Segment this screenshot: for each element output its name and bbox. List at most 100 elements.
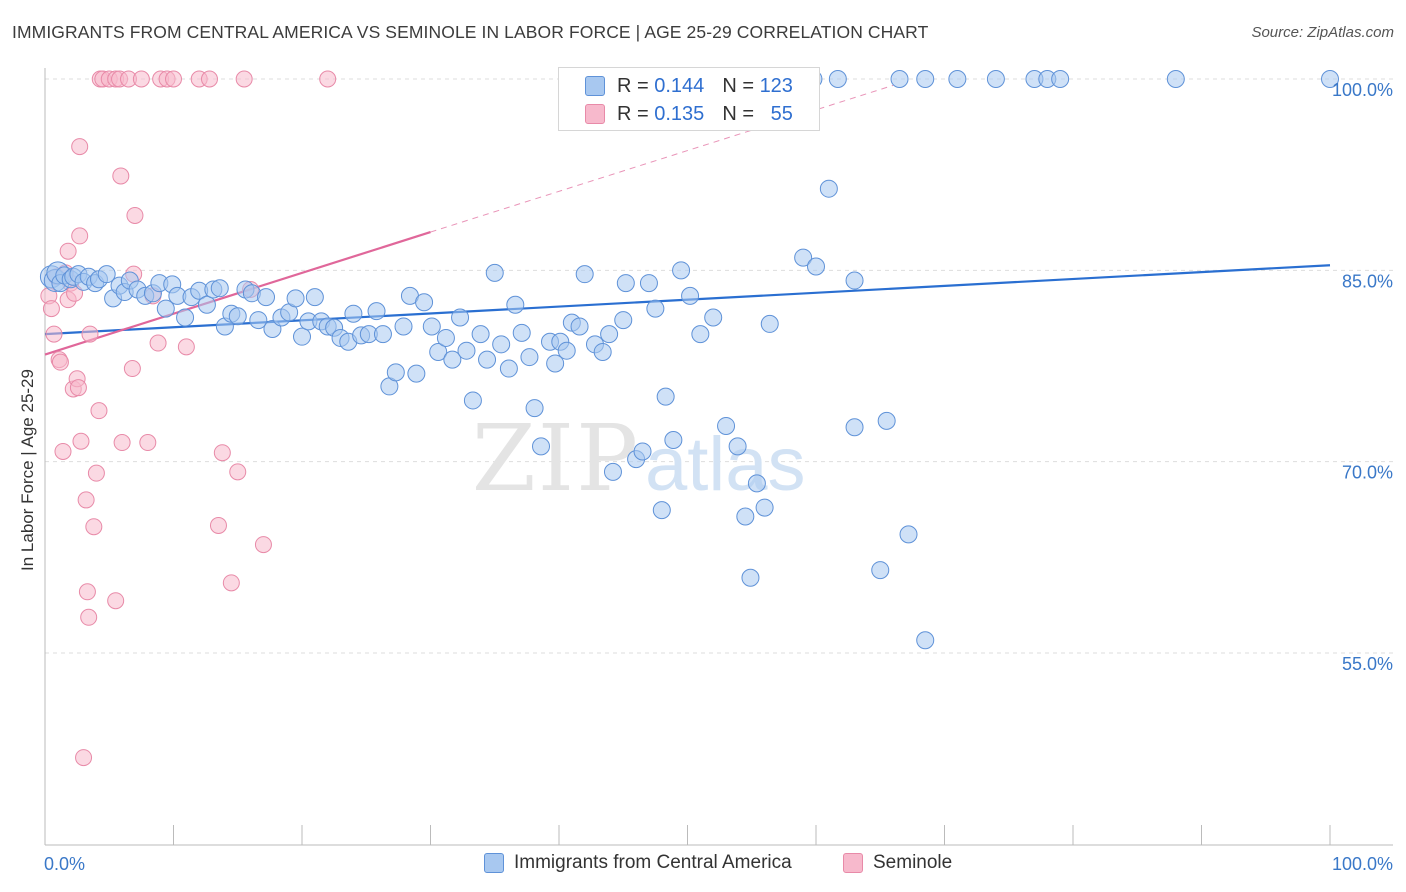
seminole-point: [85, 518, 103, 536]
central-america-point: [614, 311, 633, 330]
legend-n-label: N =: [722, 74, 754, 97]
central-america-point: [344, 304, 363, 323]
legend-item-central-america: Immigrants from Central America: [484, 852, 792, 874]
seminole-point: [113, 434, 131, 452]
seminole-point: [235, 70, 253, 88]
seminole-point: [126, 206, 144, 224]
y-tick-label: 100.0%: [1332, 80, 1393, 100]
central-america-point: [512, 323, 531, 342]
legend-label-central-america: Immigrants from Central America: [514, 852, 792, 873]
central-america-point: [422, 317, 441, 336]
legend-label-seminole: Seminole: [873, 852, 953, 873]
seminole-point: [42, 300, 60, 318]
legend-swatch-pink: [585, 104, 605, 124]
x-tick-label: 0.0%: [44, 854, 85, 874]
central-america-point: [386, 363, 405, 382]
legend-row-central-america: R = 0.144 N = 123: [585, 74, 793, 98]
central-america-point: [672, 261, 691, 280]
central-america-point: [1321, 70, 1339, 88]
central-america-point: [457, 341, 476, 360]
seminole-point: [80, 608, 98, 626]
seminole-point: [200, 70, 218, 88]
seminole-point: [54, 442, 72, 460]
central-america-point: [228, 307, 247, 326]
central-america-point: [794, 248, 813, 267]
seminole-point: [69, 379, 87, 397]
stats-legend: R = 0.144 N = 123 R = 0.135 N = 55: [558, 67, 820, 131]
central-america-point: [828, 70, 847, 88]
seminole-point: [222, 574, 240, 592]
central-america-point: [1051, 70, 1070, 88]
central-america-point: [819, 179, 838, 198]
central-america-point: [471, 325, 490, 344]
seminole-point: [139, 434, 157, 452]
central-america-point: [478, 350, 497, 369]
y-tick-label: 85.0%: [1342, 271, 1393, 291]
legend-r-label: R =: [617, 74, 649, 97]
central-america-point: [463, 391, 482, 410]
legend-swatch-blue: [585, 76, 605, 96]
seminole-point: [75, 749, 93, 767]
seminole-point: [90, 402, 108, 420]
central-america-point: [633, 442, 652, 461]
central-america-point: [616, 274, 635, 293]
seminole-point: [177, 338, 195, 356]
series-legend: Immigrants from Central America Seminole: [0, 852, 1406, 876]
seminole-points: [40, 70, 337, 767]
seminole-point: [77, 491, 95, 509]
central-america-point: [986, 70, 1005, 88]
central-america-point: [845, 418, 864, 437]
central-america-point: [877, 411, 896, 430]
legend-r-value: 0.135: [654, 102, 705, 125]
source-credit: Source: ZipAtlas.com: [1251, 24, 1394, 41]
central-america-point: [1166, 70, 1185, 88]
central-america-point: [717, 416, 736, 435]
watermark: ZIP atlas: [472, 405, 806, 512]
central-america-point: [305, 288, 324, 307]
central-america-point: [286, 289, 305, 308]
central-america-point: [639, 274, 658, 293]
legend-r-value: 0.144: [654, 74, 705, 97]
seminole-trend-extension: [430, 84, 894, 233]
seminole-point: [123, 360, 141, 378]
central-america-point: [741, 568, 760, 587]
central-america-point: [506, 295, 525, 314]
y-tick-label: 70.0%: [1342, 463, 1393, 483]
central-america-point: [367, 302, 386, 321]
y-axis-label: In Labor Force | Age 25-29: [18, 369, 37, 571]
central-america-point: [443, 350, 462, 369]
central-america-point: [436, 328, 455, 347]
seminole-point: [149, 334, 167, 352]
central-america-point: [681, 286, 700, 305]
chart-title: IMMIGRANTS FROM CENTRAL AMERICA VS SEMIN…: [12, 22, 929, 42]
central-america-point: [760, 314, 779, 333]
seminole-point: [213, 444, 231, 462]
legend-item-seminole: Seminole: [843, 852, 952, 874]
central-america-point: [916, 70, 935, 88]
watermark-zip: ZIP: [472, 405, 640, 512]
central-america-point: [646, 299, 665, 318]
seminole-point: [319, 70, 337, 88]
x-tick-label: 100.0%: [1332, 854, 1393, 874]
central-america-point: [664, 430, 683, 449]
central-america-point: [557, 341, 576, 360]
central-america-point: [176, 308, 195, 327]
central-america-point: [293, 327, 311, 346]
seminole-point: [45, 325, 63, 343]
central-america-point: [525, 399, 544, 418]
seminole-point: [112, 167, 130, 185]
central-america-point: [575, 265, 594, 284]
central-america-point: [257, 288, 276, 307]
central-america-point: [415, 293, 434, 312]
seminole-point: [209, 516, 227, 534]
central-america-point: [210, 279, 229, 298]
legend-n-value: 55: [770, 102, 793, 125]
central-america-point: [97, 265, 116, 284]
central-america-points: [39, 70, 1339, 650]
central-america-point: [807, 257, 825, 276]
seminole-point: [165, 70, 182, 88]
central-america-point: [197, 295, 216, 314]
central-america-point: [532, 437, 551, 456]
central-america-point: [948, 70, 967, 88]
central-america-point: [156, 299, 175, 318]
